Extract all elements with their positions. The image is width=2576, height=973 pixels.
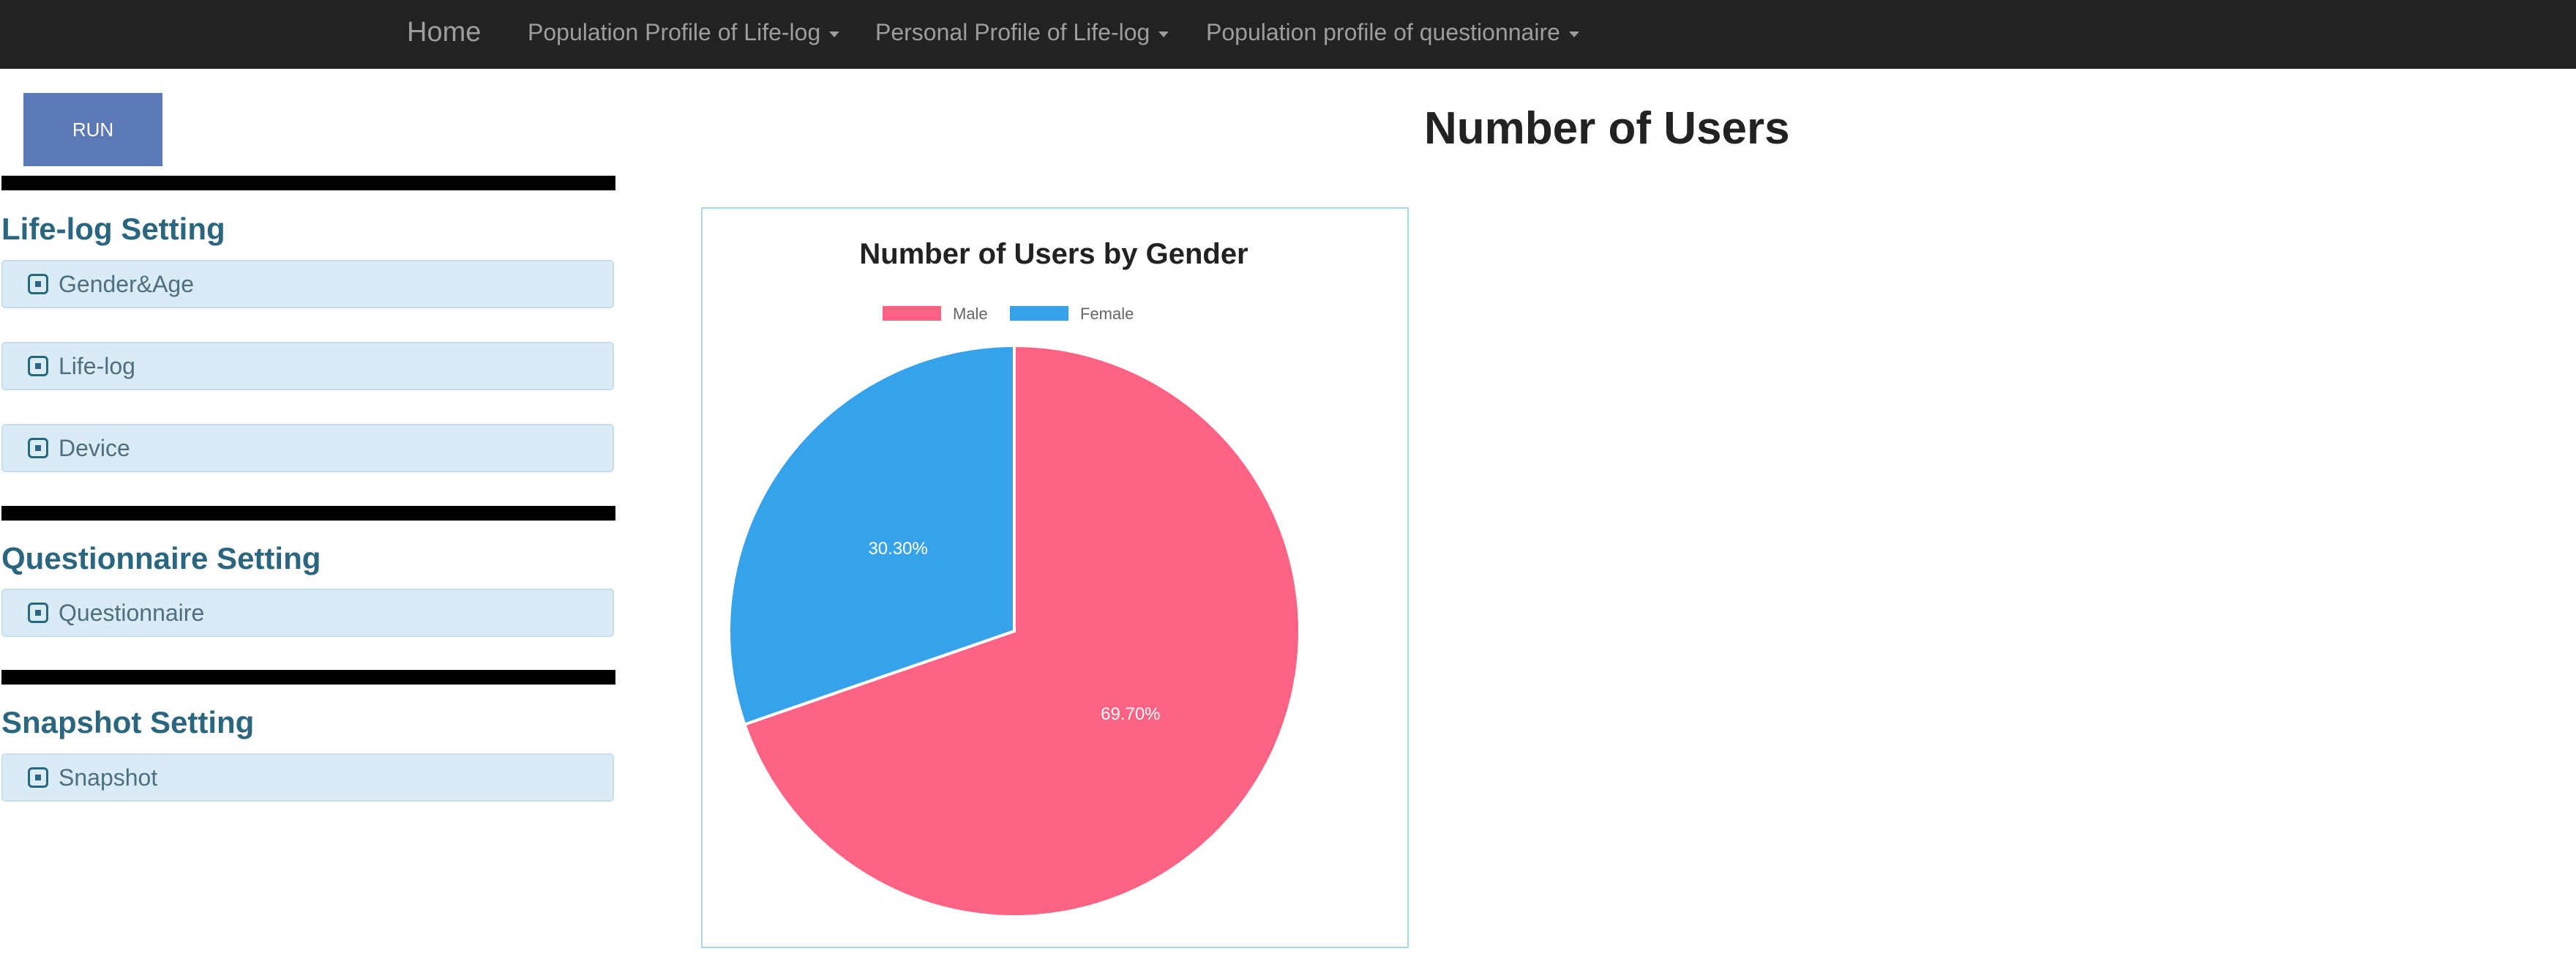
- section-title-questionnaire-setting: Questionnaire Setting: [1, 541, 321, 575]
- nav-menu-population-profile-lifelog[interactable]: Population Profile of Life-log: [528, 0, 840, 69]
- expand-square-icon: [28, 603, 48, 623]
- accordion-item-label: Gender&Age: [59, 271, 195, 297]
- nav-menu-label: Personal Profile of Life-log: [875, 19, 1150, 45]
- caret-down-icon: [1568, 31, 1579, 37]
- expand-square-icon: [28, 356, 48, 376]
- top-navbar: Home Population Profile of Life-log Pers…: [0, 0, 2576, 69]
- section-divider: [1, 176, 615, 190]
- caret-down-icon: [1158, 31, 1169, 37]
- accordion-item-questionnaire[interactable]: Questionnaire: [1, 589, 614, 637]
- accordion-item-snapshot[interactable]: Snapshot: [1, 753, 614, 802]
- page-title: Number of Users: [1424, 103, 1790, 154]
- nav-home-link[interactable]: Home: [407, 17, 482, 48]
- chart-panel: Number of Users by Gender Male Female 69.…: [701, 207, 1409, 948]
- legend-swatch-male[interactable]: [883, 306, 941, 321]
- section-divider: [1, 506, 615, 521]
- chart-legend: Male Female: [883, 305, 1134, 323]
- accordion-item-label: Questionnaire: [59, 600, 205, 626]
- accordion-item-label: Device: [59, 435, 130, 461]
- run-button[interactable]: RUN: [23, 93, 162, 166]
- pie-slices: [727, 343, 1301, 918]
- expand-square-icon: [28, 438, 48, 458]
- legend-label-female[interactable]: Female: [1080, 305, 1134, 323]
- pie-slice-labels: 69.70% 30.30%: [868, 539, 1160, 724]
- nav-menu-label: Population Profile of Life-log: [528, 19, 821, 45]
- pie-chart: Number of Users by Gender Male Female 69.…: [727, 238, 1301, 918]
- nav-menu-population-profile-questionnaire[interactable]: Population profile of questionnaire: [1206, 0, 1579, 69]
- accordion-item-label: Life-log: [59, 353, 135, 379]
- pie-slice-label: 30.30%: [868, 539, 927, 559]
- expand-square-icon: [28, 274, 48, 294]
- accordion-item-gender-age[interactable]: Gender&Age: [1, 260, 614, 308]
- pie-slice-label: 69.70%: [1101, 704, 1160, 724]
- pie-slice-male[interactable]: [742, 343, 1301, 918]
- section-title-lifelog-setting: Life-log Setting: [1, 212, 225, 246]
- accordion-item-device[interactable]: Device: [1, 424, 614, 472]
- section-title-snapshot-setting: Snapshot Setting: [1, 705, 255, 739]
- nav-menu-label: Population profile of questionnaire: [1206, 19, 1560, 45]
- expand-square-icon: [28, 767, 48, 788]
- legend-swatch-female[interactable]: [1010, 306, 1068, 321]
- chart-title: Number of Users by Gender: [859, 238, 1248, 270]
- caret-down-icon: [829, 31, 840, 37]
- legend-label-male[interactable]: Male: [953, 305, 988, 323]
- accordion-item-lifelog[interactable]: Life-log: [1, 342, 614, 390]
- section-divider: [1, 670, 615, 685]
- pie-slice-female[interactable]: [727, 343, 1016, 727]
- nav-menu-personal-profile-lifelog[interactable]: Personal Profile of Life-log: [875, 0, 1169, 69]
- accordion-item-label: Snapshot: [59, 764, 158, 791]
